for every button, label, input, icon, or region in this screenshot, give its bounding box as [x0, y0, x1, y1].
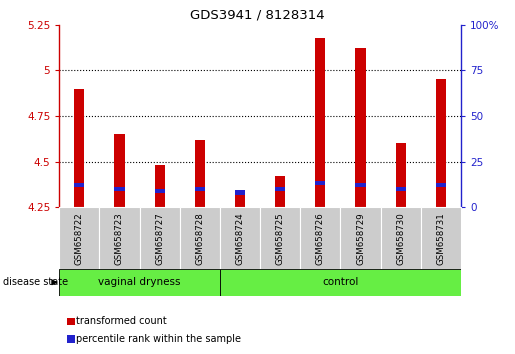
Bar [260, 207, 300, 269]
Bar [436, 183, 446, 187]
Text: GDS3941 / 8128314: GDS3941 / 8128314 [190, 9, 325, 22]
Text: vaginal dryness: vaginal dryness [98, 277, 181, 287]
Text: GSM658724: GSM658724 [235, 212, 245, 265]
Text: transformed count: transformed count [76, 316, 167, 326]
Bar [59, 207, 99, 269]
Bar [275, 187, 285, 191]
Bar [355, 183, 366, 187]
Bar [315, 181, 325, 185]
Text: GSM658726: GSM658726 [316, 212, 325, 265]
Text: GSM658723: GSM658723 [115, 212, 124, 265]
Bar [195, 187, 205, 191]
Bar [300, 207, 340, 269]
Text: GSM658727: GSM658727 [155, 212, 164, 265]
Text: GSM658731: GSM658731 [436, 212, 445, 265]
Text: percentile rank within the sample: percentile rank within the sample [76, 334, 241, 344]
Bar [140, 207, 180, 269]
Bar [396, 187, 406, 191]
Text: GSM658725: GSM658725 [276, 212, 285, 265]
Text: GSM658728: GSM658728 [195, 212, 204, 265]
Bar [355, 48, 366, 207]
Bar [396, 143, 406, 207]
Text: disease state: disease state [3, 277, 67, 287]
Bar [381, 207, 421, 269]
Bar [421, 207, 461, 269]
Text: GSM658730: GSM658730 [396, 212, 405, 265]
Text: GSM658722: GSM658722 [75, 212, 84, 265]
Bar [436, 79, 446, 207]
Text: GSM658729: GSM658729 [356, 212, 365, 265]
Bar [59, 269, 220, 296]
Text: control: control [322, 277, 358, 287]
Bar [114, 187, 125, 191]
Bar [74, 88, 84, 207]
Bar [67, 335, 75, 343]
Bar [154, 189, 165, 193]
Bar [114, 134, 125, 207]
Bar [220, 207, 260, 269]
Bar [74, 183, 84, 187]
Bar [275, 176, 285, 207]
Bar [154, 165, 165, 207]
Bar [195, 139, 205, 207]
Bar [99, 207, 140, 269]
Bar [67, 318, 75, 325]
Bar [180, 207, 220, 269]
Bar [315, 38, 325, 207]
Bar [235, 194, 245, 207]
Bar [340, 207, 381, 269]
Bar [220, 269, 461, 296]
Bar [235, 190, 245, 194]
